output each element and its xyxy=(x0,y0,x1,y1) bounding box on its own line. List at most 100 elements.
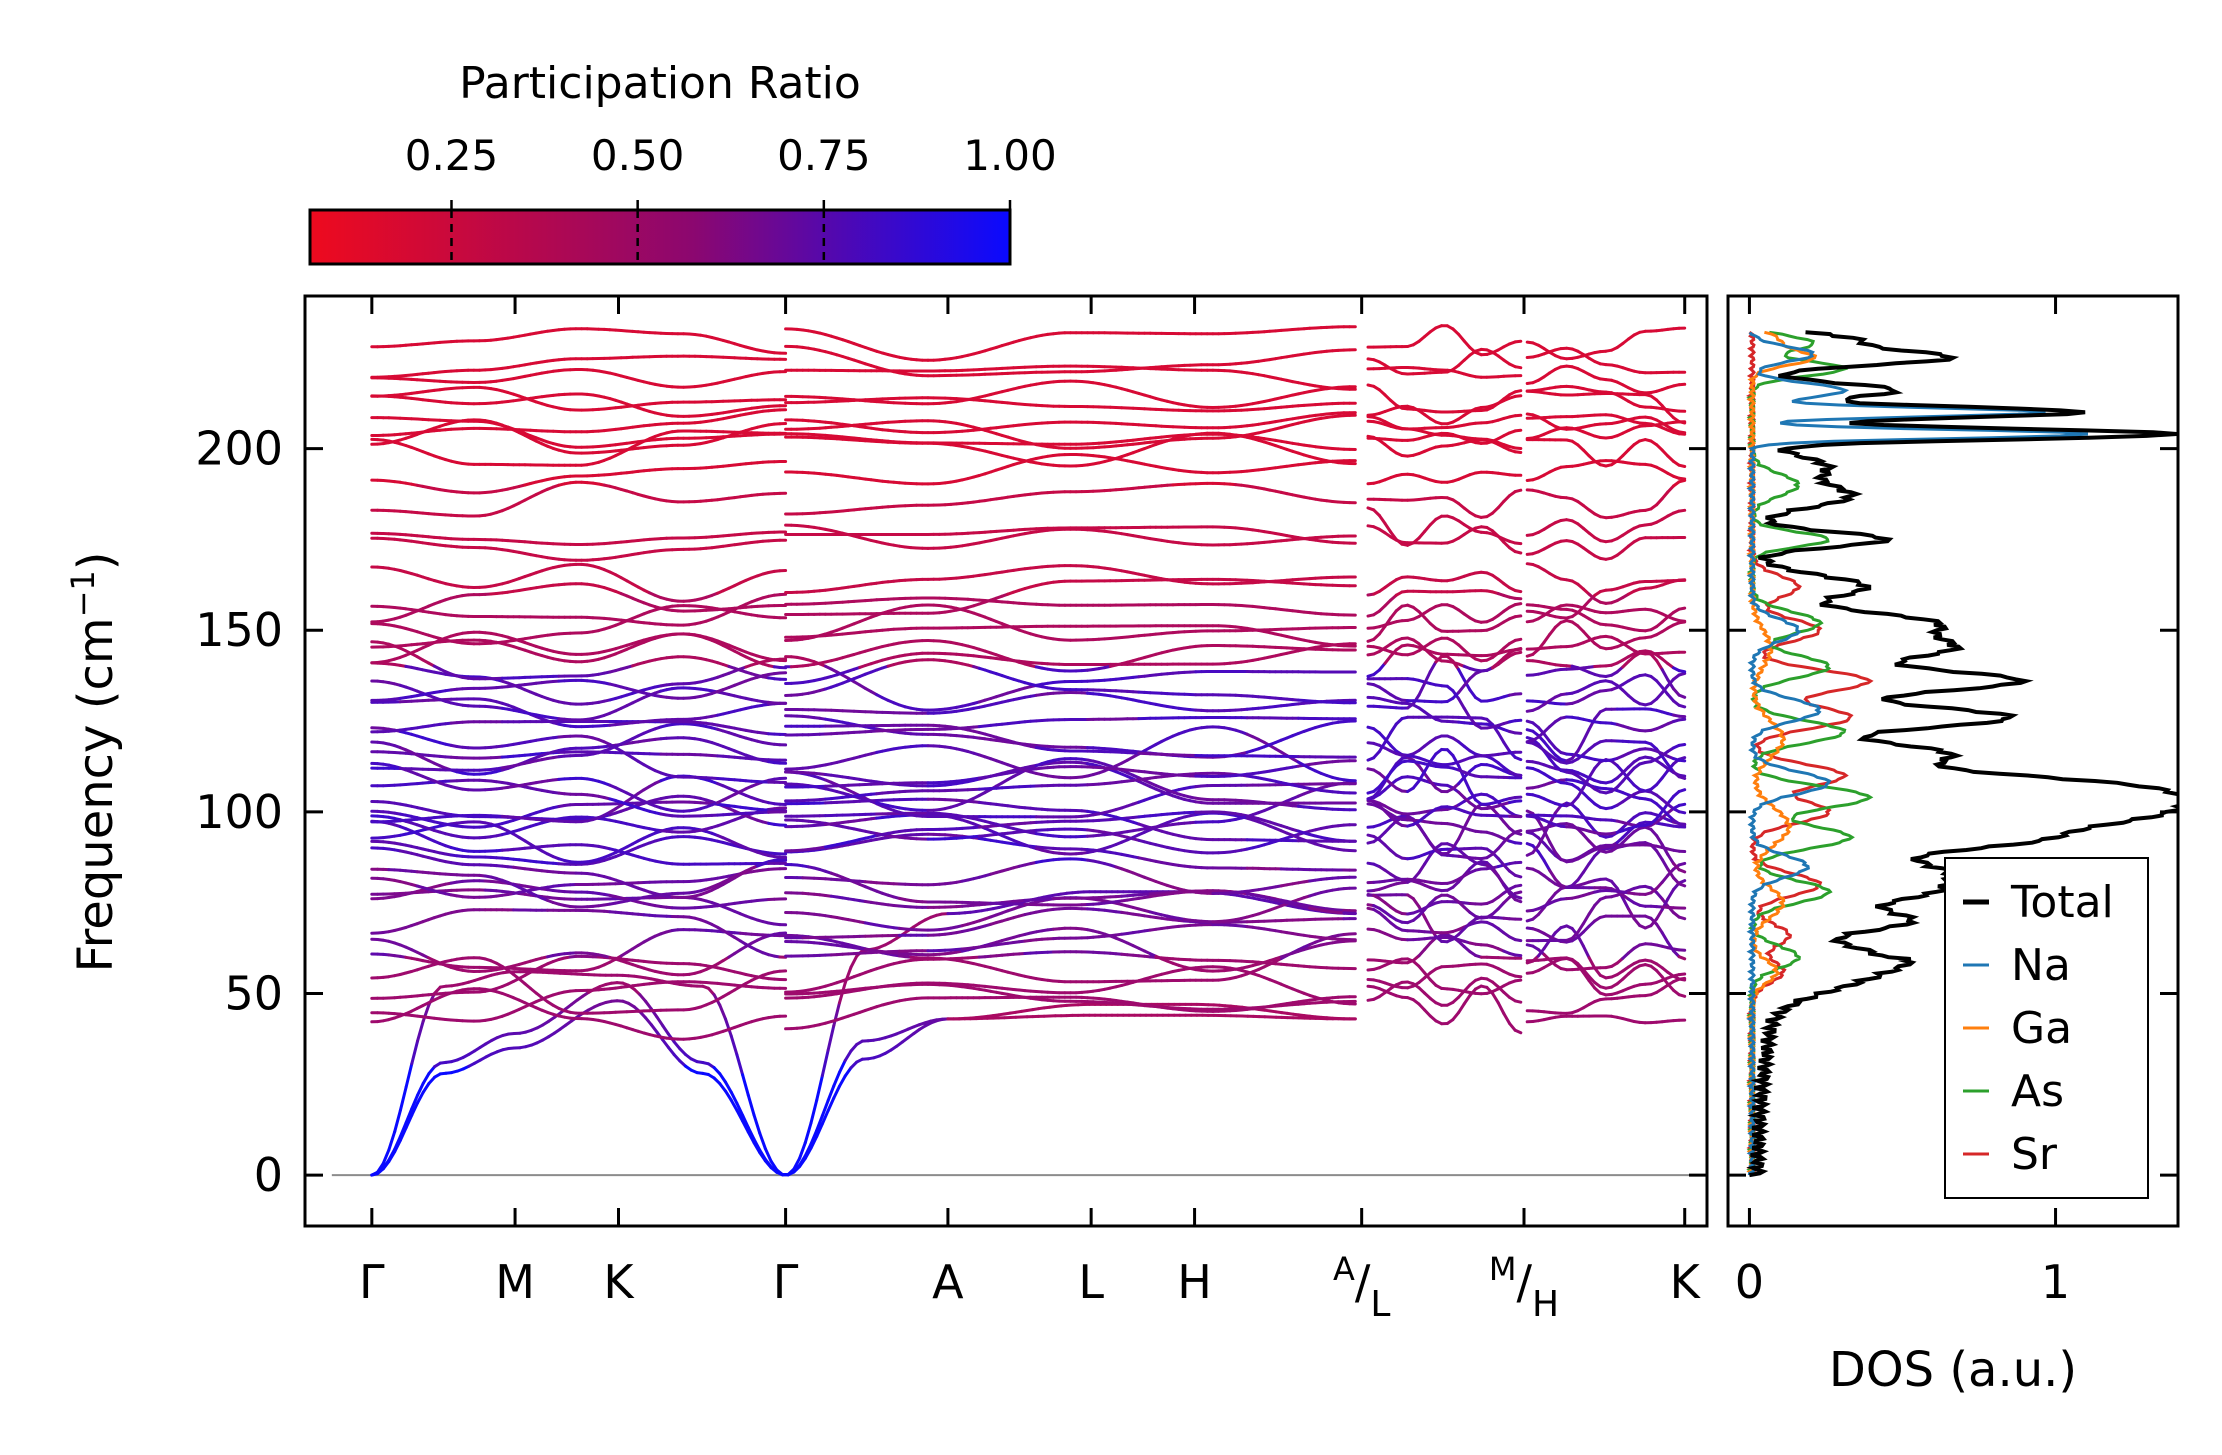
optical-branch-6-seg-0 xyxy=(370,908,788,959)
optical-branch-2-seg-2 xyxy=(1366,957,1523,996)
kpoint-label-1: M xyxy=(495,1255,535,1309)
band-ytick-label-2: 100 xyxy=(195,785,283,839)
optical-branch-11-seg-1 xyxy=(784,857,1357,895)
optical-branch-41-seg-3 xyxy=(1525,438,1687,468)
optical-branch-34-seg-0 xyxy=(370,592,788,627)
ylabel-superscript: −1 xyxy=(64,570,102,617)
optical-branch-6-seg-1 xyxy=(784,923,1357,958)
optical-branch-26-seg-3 xyxy=(1525,715,1687,744)
optical-branch-48-seg-0 xyxy=(370,354,788,379)
ylabel-close: ) xyxy=(68,551,124,570)
optical-branch-3-seg-2 xyxy=(1366,962,1523,990)
kpoint-label-top-7: A xyxy=(1333,1250,1355,1288)
optical-branch-46-seg-3 xyxy=(1525,384,1687,413)
legend-label-total: Total xyxy=(2010,877,2114,928)
band-ytick-label-3: 150 xyxy=(195,603,283,657)
kpoint-label-3: Γ xyxy=(773,1255,799,1309)
optical-branch-40-seg-1 xyxy=(784,453,1357,486)
colorbar-tick-label-0: 0.25 xyxy=(405,131,499,180)
optical-branch-0-seg-3 xyxy=(1525,1014,1687,1025)
optical-branch-3-seg-0 xyxy=(370,954,788,1000)
optical-branch-16-seg-2 xyxy=(1366,802,1523,845)
dos-legend: Total Na Ga As Sr xyxy=(1944,857,2149,1199)
dos-lines xyxy=(1746,330,2178,1178)
optical-branch-20-seg-0 xyxy=(370,761,788,813)
acoustic-branch-after-A-1 xyxy=(946,1002,1357,1021)
optical-branch-5-seg-0 xyxy=(370,931,788,977)
optical-branch-30-seg-3 xyxy=(1525,649,1687,677)
kpoint-label-9: K xyxy=(1670,1255,1702,1309)
optical-branch-15-seg-2 xyxy=(1366,802,1523,856)
dos-y-ticks xyxy=(1728,447,2178,1177)
optical-branch-12-seg-1 xyxy=(784,832,1357,872)
optical-branch-13-seg-2 xyxy=(1366,833,1523,879)
optical-branch-0-seg-1 xyxy=(784,995,1357,1031)
optical-branch-38-seg-2 xyxy=(1366,506,1523,547)
kpoint-label-bottom-8: H xyxy=(1532,1284,1559,1325)
optical-branch-3-seg-3 xyxy=(1525,957,1687,997)
optical-branch-22-seg-1 xyxy=(784,759,1357,789)
acoustic-branch-2 xyxy=(370,912,950,1177)
legend-label-as: As xyxy=(2011,1066,2064,1117)
optical-branch-37-seg-1 xyxy=(784,523,1357,550)
optical-branch-27-seg-1 xyxy=(784,691,1357,715)
optical-branch-23-seg-1 xyxy=(784,725,1357,783)
optical-branch-48-seg-1 xyxy=(784,344,1357,378)
optical-branch-5-seg-3 xyxy=(1525,942,1687,972)
optical-branch-43-seg-0 xyxy=(370,416,788,449)
colorbar-gradient xyxy=(308,208,1012,266)
optical-branch-32-seg-3 xyxy=(1525,619,1687,658)
optical-branch-21-seg-1 xyxy=(784,771,1357,803)
optical-branch-29-seg-2 xyxy=(1366,647,1523,704)
optical-branch-42-seg-1 xyxy=(784,432,1357,451)
optical-branch-24-seg-2 xyxy=(1366,741,1523,767)
optical-branch-1-seg-2 xyxy=(1366,976,1523,1007)
optical-branch-8-seg-3 xyxy=(1525,877,1687,930)
optical-branch-40-seg-3 xyxy=(1525,459,1687,482)
band-ytick-label-1: 50 xyxy=(224,967,283,1021)
optical-branch-44-seg-1 xyxy=(784,411,1357,435)
optical-branch-36-seg-1 xyxy=(784,564,1357,594)
kpoint-label-6: H xyxy=(1177,1255,1212,1309)
optical-branch-41-seg-2 xyxy=(1366,434,1523,458)
optical-branch-44-seg-3 xyxy=(1525,412,1687,435)
optical-branch-40-seg-2 xyxy=(1366,470,1523,486)
band-axes-frame xyxy=(303,294,1709,1228)
ylabel-main: Frequency (cm xyxy=(68,617,124,972)
optical-branch-10-seg-1 xyxy=(784,863,1357,915)
optical-branch-29-seg-1 xyxy=(784,658,1357,705)
optical-branch-40-seg-0 xyxy=(370,460,788,495)
band-lines xyxy=(331,324,1707,1177)
optical-branch-41-seg-0 xyxy=(370,429,788,467)
optical-branch-38-seg-0 xyxy=(370,530,788,546)
optical-branch-0-seg-0 xyxy=(370,987,788,1041)
optical-branch-16-seg-3 xyxy=(1525,802,1687,828)
optical-branch-30-seg-0 xyxy=(370,640,788,681)
optical-branch-39-seg-0 xyxy=(370,480,788,518)
band-ytick-label-4: 200 xyxy=(195,422,283,476)
optical-branch-28-seg-2 xyxy=(1366,654,1523,710)
optical-branch-33-seg-0 xyxy=(370,604,788,646)
optical-branch-10-seg-3 xyxy=(1525,861,1687,913)
kpoint-label-slash-8: / xyxy=(1517,1255,1533,1309)
band-x-ticks: Γ M K Γ A L H A/LM/H K xyxy=(359,296,1702,1325)
optical-branch-13-seg-0 xyxy=(370,819,788,866)
optical-branch-36-seg-2 xyxy=(1366,570,1523,597)
optical-branch-19-seg-3 xyxy=(1525,766,1687,815)
optical-branch-28-seg-3 xyxy=(1525,671,1687,713)
dos-series-total xyxy=(1746,330,2178,1178)
optical-branch-25-seg-0 xyxy=(370,720,788,736)
kpoint-label-7: A/L xyxy=(1333,1250,1390,1325)
legend-label-ga: Ga xyxy=(2011,1003,2072,1054)
band-ytick-label-0: 0 xyxy=(254,1148,283,1202)
optical-branch-27-seg-2 xyxy=(1366,677,1523,730)
kpoint-label-slash-7: / xyxy=(1355,1255,1371,1309)
optical-branch-6-seg-3 xyxy=(1525,914,1687,961)
optical-branch-49-seg-0 xyxy=(370,327,788,355)
optical-branch-49-seg-2 xyxy=(1366,324,1523,357)
optical-branch-35-seg-0 xyxy=(370,582,788,624)
kpoint-label-2: K xyxy=(603,1255,635,1309)
optical-branch-1-seg-3 xyxy=(1525,976,1687,1015)
